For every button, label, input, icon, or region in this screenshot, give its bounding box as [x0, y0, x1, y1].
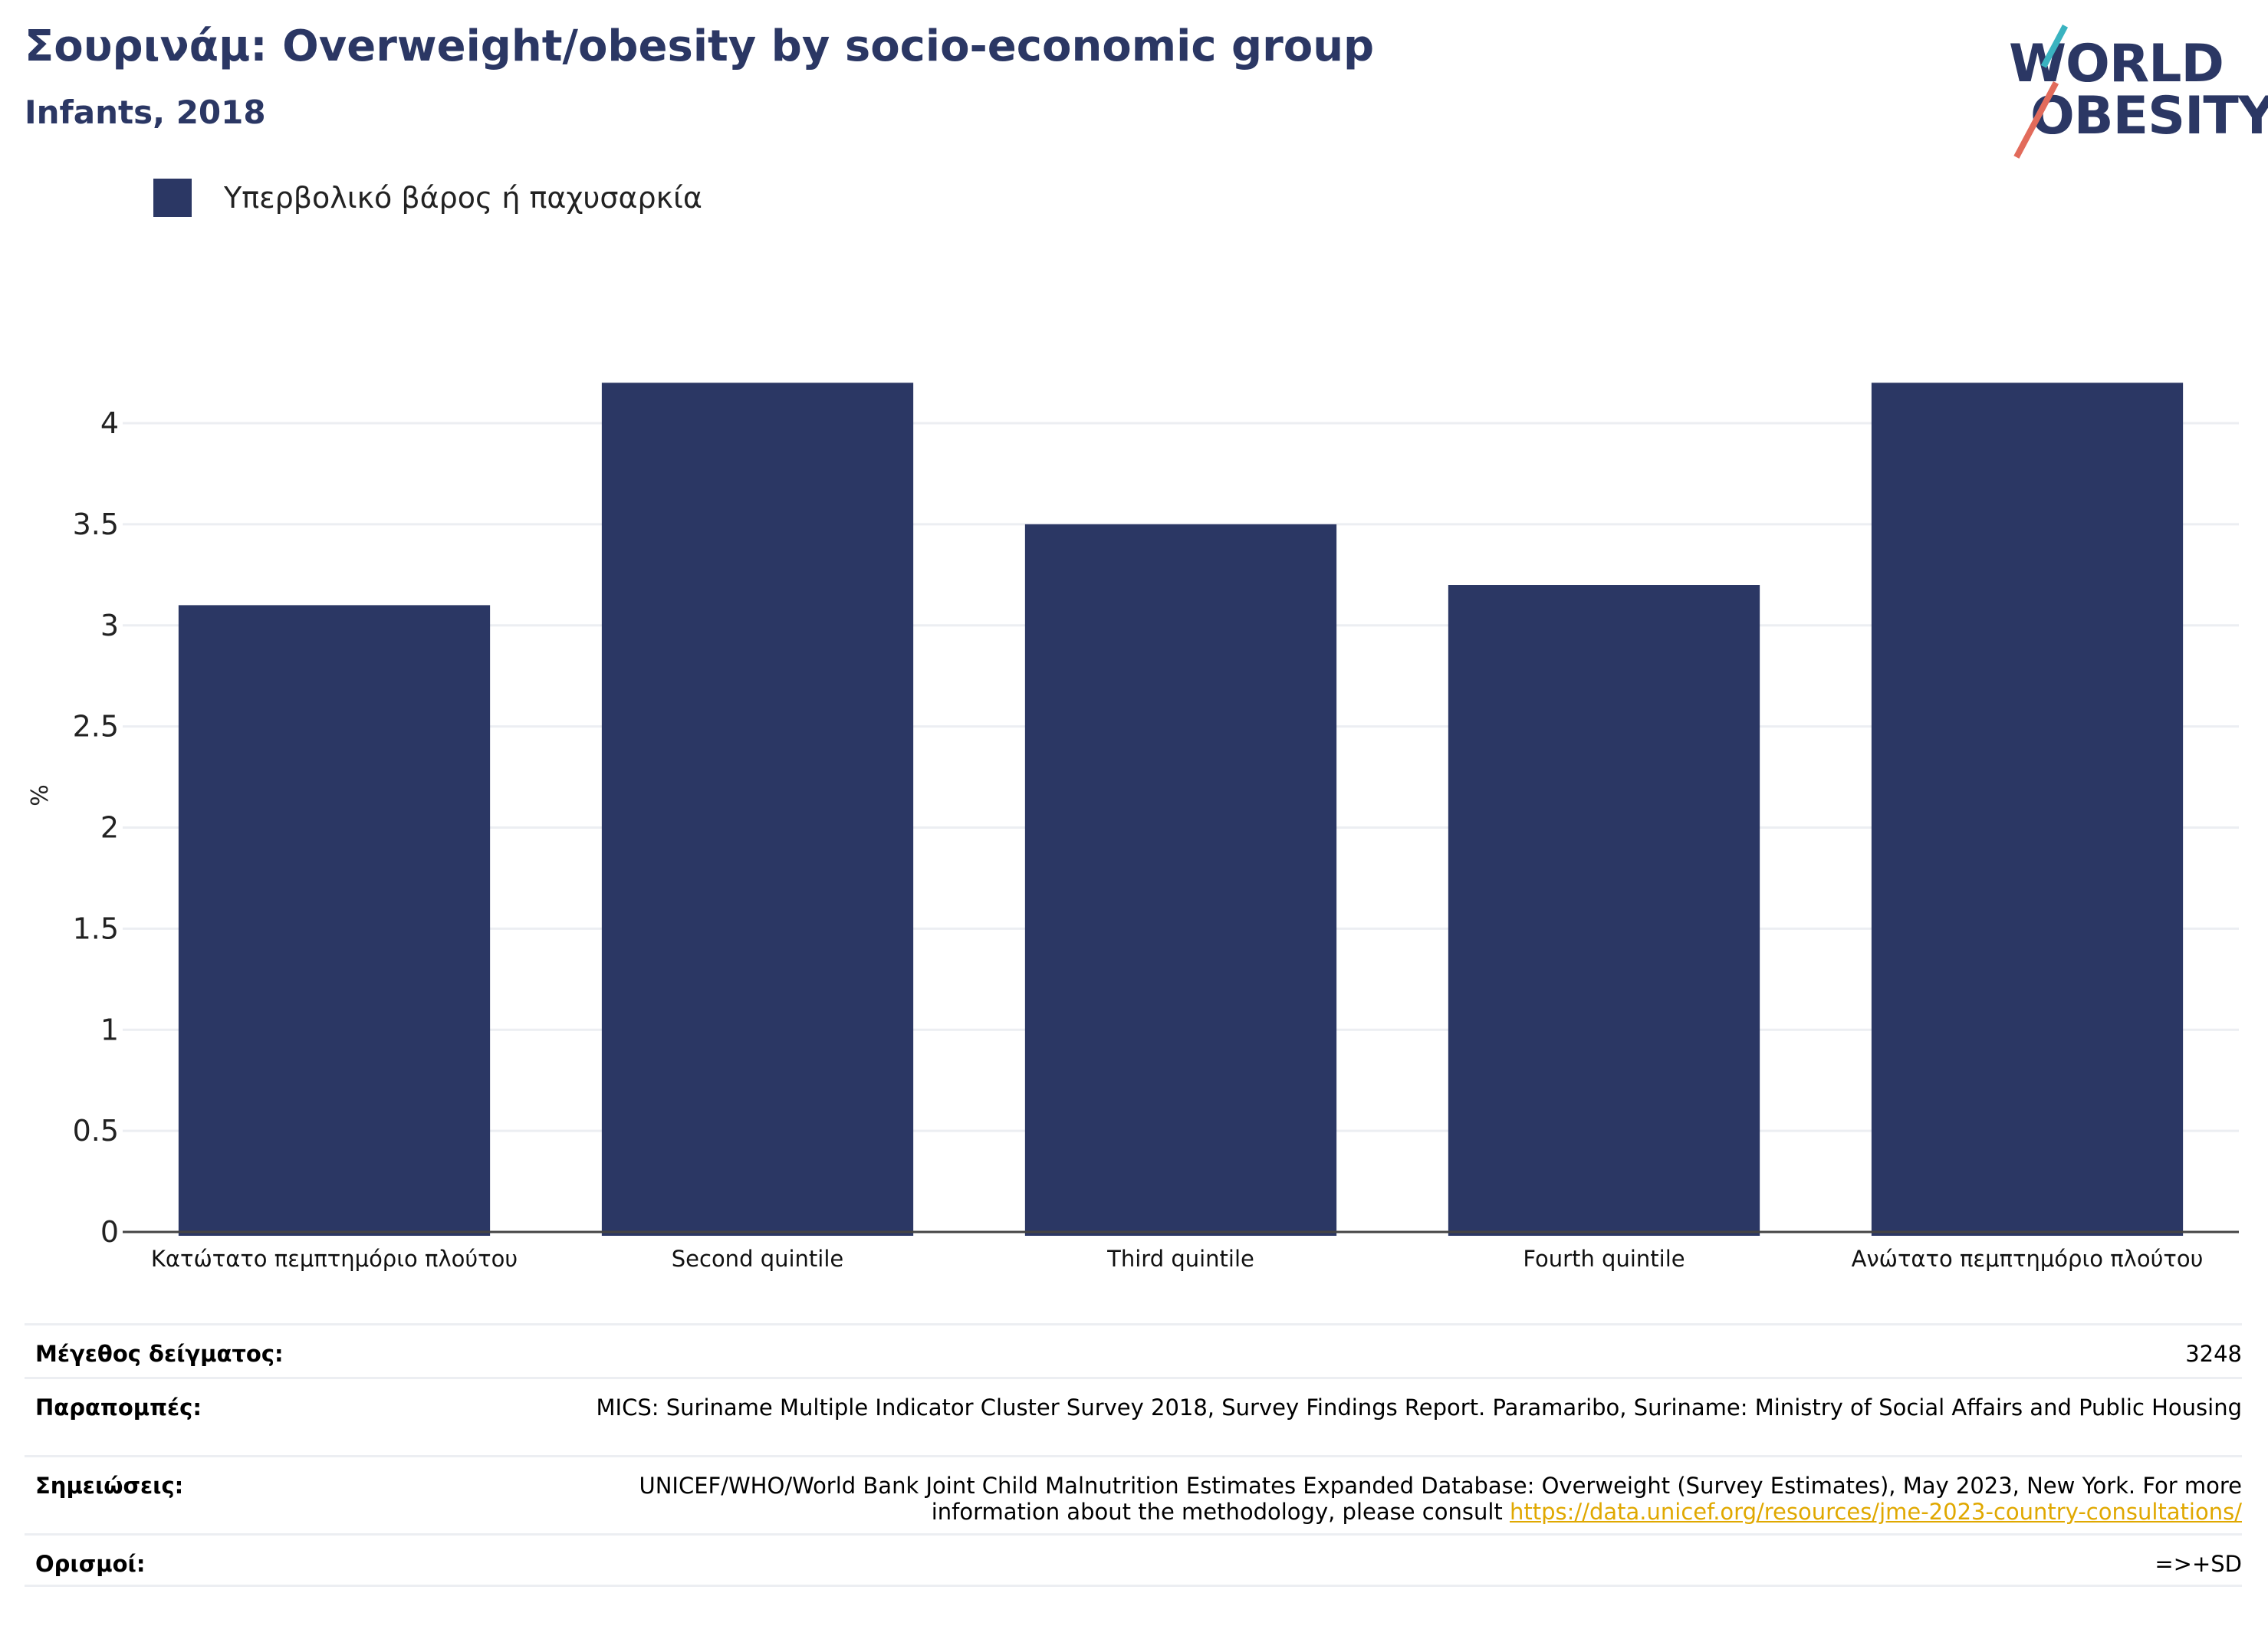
- sample-size-row: Μέγεθος δείγματος: 3248: [25, 1323, 2242, 1377]
- definitions-value: =>+SD: [2155, 1551, 2242, 1577]
- y-tick-label: 0: [100, 1215, 119, 1249]
- y-tick-label: 1.5: [73, 912, 119, 945]
- y-tick-label: 3: [100, 609, 119, 642]
- notes-label: Σημειώσεις:: [35, 1473, 184, 1499]
- notes-row: Σημειώσεις: UNICEF/WHO/World Bank Joint …: [25, 1455, 2242, 1533]
- world-obesity-logo: WORLD OBESITY: [2009, 23, 2268, 161]
- y-tick-label: 3.5: [73, 508, 119, 541]
- bar-chart: 0 0.5 1 1.5 2 2.5 3 3.5 4 Κατώτατο πεμπτημόριο πλ…: [73, 383, 2239, 1272]
- notes-value: UNICEF/WHO/World Bank Joint Child Malnut…: [570, 1473, 2242, 1525]
- chart-subtitle: Infants, 2018: [25, 94, 266, 131]
- legend: Υπερβολικό βάρος ή παχυσαρκία: [153, 178, 702, 218]
- bar: [1448, 585, 1760, 1236]
- notes-text: UNICEF/WHO/World Bank Joint Child Malnut…: [639, 1473, 2242, 1525]
- logo-line-2: OBESITY: [2030, 86, 2268, 146]
- references-value: MICS: Suriname Multiple Indicator Cluste…: [596, 1394, 2242, 1421]
- y-tick-label: 2: [100, 811, 119, 845]
- y-tick-label: 4: [100, 406, 119, 440]
- x-tick-label: Ανώτατο πεμπτημόριο πλούτου: [1852, 1246, 2204, 1272]
- bar: [601, 383, 914, 1236]
- y-tick-label: 0.5: [73, 1114, 119, 1148]
- legend-label: Υπερβολικό βάρος ή παχυσαρκία: [224, 181, 702, 215]
- x-tick-label: Κατώτατο πεμπτημόριο πλούτου: [151, 1246, 518, 1272]
- definitions-row: Ορισμοί: =>+SD: [25, 1533, 2242, 1587]
- legend-swatch: [153, 179, 192, 217]
- x-tick-label: Third quintile: [1106, 1246, 1254, 1272]
- info-table: Μέγεθος δείγματος: 3248 Παραπομπές: MICS…: [25, 1323, 2242, 1587]
- y-tick-label: 2.5: [73, 710, 119, 744]
- bar: [1871, 383, 2184, 1236]
- references-label: Παραπομπές:: [35, 1394, 202, 1421]
- sample-size-label: Μέγεθος δείγματος:: [35, 1341, 284, 1367]
- x-tick-label: Second quintile: [672, 1246, 844, 1272]
- sample-size-value: 3248: [2185, 1341, 2242, 1367]
- methodology-link[interactable]: https://data.unicef.org/resources/jme-20…: [1510, 1499, 2242, 1525]
- bar: [178, 605, 491, 1236]
- definitions-label: Ορισμοί:: [35, 1551, 146, 1577]
- references-row: Παραπομπές: MICS: Suriname Multiple Indi…: [25, 1377, 2242, 1455]
- x-tick-label: Fourth quintile: [1523, 1246, 1685, 1272]
- chart-title: Σουρινάμ: Overweight/obesity by socio-ec…: [25, 21, 1375, 71]
- bar: [1024, 524, 1337, 1236]
- y-tick-label: 1: [100, 1013, 119, 1046]
